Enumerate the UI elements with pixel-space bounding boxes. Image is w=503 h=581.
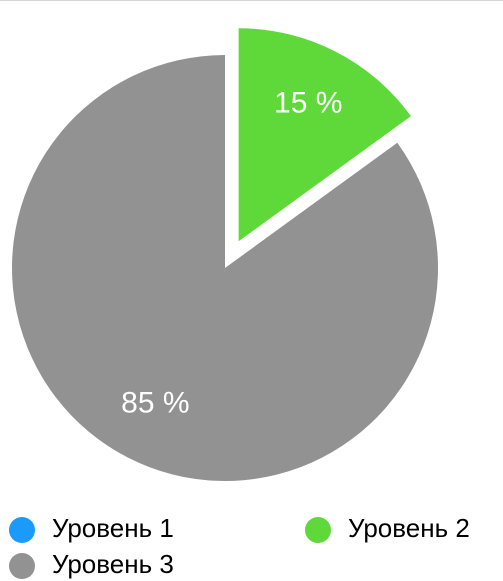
legend-swatch bbox=[305, 517, 331, 543]
slice-label: 15 % bbox=[274, 87, 342, 120]
legend-swatch bbox=[9, 553, 35, 579]
legend-label: Уровень 3 bbox=[52, 549, 174, 579]
legend-label: Уровень 2 bbox=[348, 513, 470, 543]
pie-slice bbox=[238, 28, 411, 242]
pie-slice bbox=[12, 55, 439, 482]
legend-label: Уровень 1 bbox=[52, 513, 174, 543]
legend-swatch bbox=[9, 517, 35, 543]
slice-label: 85 % bbox=[121, 387, 189, 420]
